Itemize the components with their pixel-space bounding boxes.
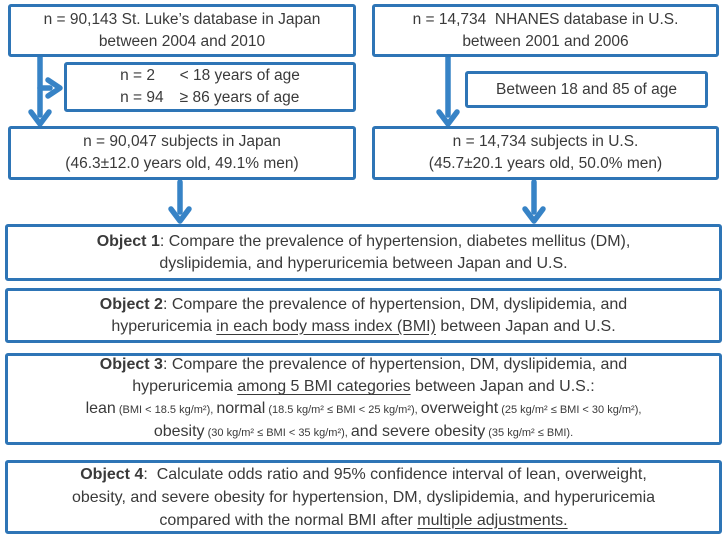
us-age-filter-label: Between 18 and 85 of age (496, 80, 677, 98)
japan-subjects-line1: n = 90,047 subjects in Japan (83, 133, 281, 150)
us-source-line1: n = 14,734 NHANES database in U.S. (412, 10, 679, 28)
object1-label: Object 1 (96, 232, 160, 250)
object2-line2-underlined: in each body mass index (BMI) (216, 317, 436, 335)
bmi-range-obesity: (30 kg/m² ≤ BMI < 35 kg/m²), (204, 427, 351, 439)
bmi-range-severe-obesity: (35 kg/m² ≤ BMI). (485, 427, 574, 439)
object4-line3-pre: compared with the normal BMI after (159, 511, 418, 529)
japan-exclusion-box: n = 2 < 18 years of age n = 94 ≥ 86 year… (64, 62, 356, 112)
arrow-japan-source-to-subjects (28, 52, 52, 127)
object2-label: Object 2 (99, 295, 163, 313)
object2-line2: hyperuricemia in each body mass index (B… (111, 316, 615, 338)
japan-exclusion-rows: n = 2 < 18 years of age n = 94 ≥ 86 year… (120, 65, 300, 109)
object1-line2: dyslipidemia, and hyperuricemia between … (159, 254, 568, 272)
object1-text1: : Compare the prevalence of hypertension… (159, 232, 631, 250)
us-source-box: n = 14,734 NHANES database in U.S. betwe… (372, 4, 719, 57)
bmi-category-obesity: obesity (153, 423, 205, 440)
object3-line2-underlined: among 5 BMI categories (237, 378, 411, 395)
bmi-category-overweight: overweight (420, 400, 499, 417)
object1-box: Object 1: Compare the prevalence of hype… (5, 224, 722, 281)
bmi-category-severe-obesity: and severe obesity (350, 423, 486, 440)
bmi-category-normal: normal (216, 400, 266, 417)
bmi-range-overweight: (25 kg/m² ≤ BMI < 30 kg/m²), (498, 404, 642, 416)
object4-line3-underlined: multiple adjustments. (417, 511, 568, 529)
us-age-filter-box: Between 18 and 85 of age (465, 71, 708, 108)
object3-bmi-line2: obesity (30 kg/m² ≤ BMI < 35 kg/m²), and… (154, 421, 573, 444)
arrow-us-source-to-subjects (436, 52, 460, 127)
arrow-japan-exclusion-branch (37, 77, 63, 99)
object4-line3: compared with the normal BMI after multi… (159, 509, 567, 532)
us-source-line2: between 2001 and 2006 (462, 32, 629, 50)
object3-line2-post: between Japan and U.S.: (410, 378, 595, 395)
object3-line1: Object 3: Compare the prevalence of hype… (100, 354, 627, 376)
japan-source-line1: n = 90,143 St. Luke’s database in Japan (43, 10, 321, 28)
arrow-japan-subjects-to-objects (168, 179, 192, 224)
object4-box: Object 4: Calculate odds ratio and 95% c… (5, 460, 722, 534)
us-subjects-box: n = 14,734 subjects in U.S. (45.7±20.1 y… (372, 126, 719, 180)
object3-line2-pre: hyperuricemia (132, 378, 238, 395)
bmi-category-lean: lean (85, 400, 116, 417)
object4-text1: : Calculate odds ratio and 95% confidenc… (143, 465, 647, 483)
bmi-range-lean: (BMI < 18.5 kg/m²), (115, 404, 217, 416)
object2-line2-post: between Japan and U.S. (435, 317, 616, 335)
japan-subjects-box: n = 90,047 subjects in Japan (46.3±12.0 … (8, 126, 356, 180)
object2-line2-pre: hyperuricemia (111, 317, 217, 335)
japan-source-box: n = 90,143 St. Luke’s database in Japan … (8, 4, 356, 57)
object3-text1: : Compare the prevalence of hypertension… (162, 356, 628, 373)
object3-bmi-line1: lean (BMI < 18.5 kg/m²), normal (18.5 kg… (86, 398, 642, 421)
object4-label: Object 4 (80, 465, 144, 483)
exclusion-criteria: < 18 years of age (179, 67, 300, 84)
japan-subjects-line2: (46.3±12.0 years old, 49.1% men) (65, 155, 299, 172)
us-subjects-line2: (45.7±20.1 years old, 50.0% men) (428, 155, 663, 172)
object3-box: Object 3: Compare the prevalence of hype… (5, 353, 722, 445)
object3-line2: hyperuricemia among 5 BMI categories bet… (132, 376, 594, 398)
object4-line2: obesity, and severe obesity for hyperten… (71, 488, 656, 506)
object4-line1: Object 4: Calculate odds ratio and 95% c… (80, 463, 647, 486)
object3-label: Object 3 (99, 356, 163, 373)
object2-box: Object 2: Compare the prevalence of hype… (5, 288, 722, 343)
exclusion-count: n = 2 (120, 67, 156, 84)
exclusion-criteria: ≥ 86 years of age (179, 89, 300, 106)
object1-line1: Object 1: Compare the prevalence of hype… (97, 231, 631, 253)
object2-text1: : Compare the prevalence of hypertension… (162, 295, 628, 313)
arrow-us-subjects-to-objects (522, 179, 546, 224)
exclusion-count: n = 94 (120, 89, 164, 106)
us-subjects-line1: n = 14,734 subjects in U.S. (452, 133, 639, 150)
object2-line1: Object 2: Compare the prevalence of hype… (100, 294, 627, 316)
japan-source-line2: between 2004 and 2010 (98, 32, 266, 50)
bmi-range-normal: (18.5 kg/m² ≤ BMI < 25 kg/m²), (265, 404, 421, 416)
